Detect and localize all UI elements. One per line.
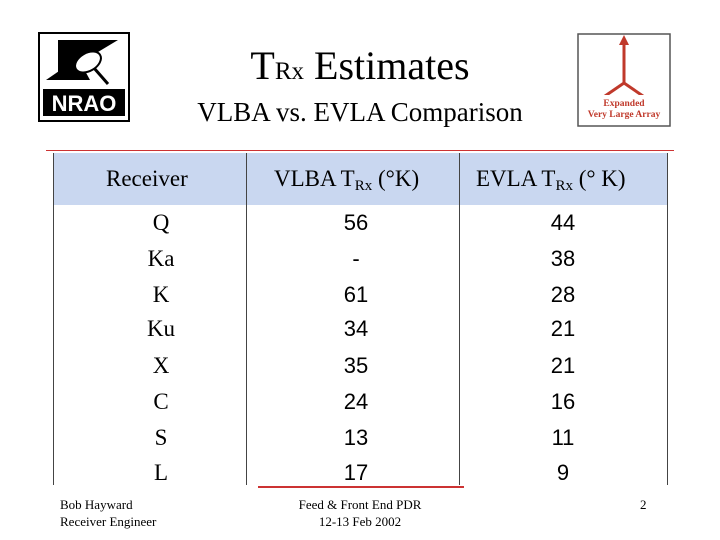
evla-cell: 44 (550, 210, 576, 235)
table-row: Ka - 38 (53, 241, 668, 277)
receiver-cell: X (152, 353, 170, 378)
receiver-cell: Ku (146, 316, 176, 341)
receiver-cell: K (152, 282, 170, 307)
evla-cell: 16 (550, 389, 576, 414)
svg-text:Very Large Array: Very Large Array (588, 110, 661, 120)
page-number: 2 (640, 497, 647, 512)
vlba-cell: 24 (343, 389, 369, 414)
author-role: Receiver Engineer (60, 514, 157, 529)
table-right-border (667, 153, 668, 485)
author-name: Bob Hayward (60, 497, 133, 512)
column-divider (459, 153, 460, 485)
receiver-cell: L (153, 460, 169, 485)
header-vlba: VLBA TRx (°K) (274, 166, 420, 194)
vlba-cell: 61 (343, 282, 369, 307)
receiver-cell: C (153, 389, 169, 414)
header-evla: EVLA TRx (° K) (476, 166, 626, 194)
table-row: C 24 16 (53, 384, 668, 420)
table-row: L 17 9 (53, 455, 668, 491)
event-date: 12-13 Feb 2002 (318, 514, 402, 529)
svg-text:Expanded: Expanded (603, 99, 645, 109)
footer-author: Bob Hayward Receiver Engineer (60, 496, 156, 530)
footer-event: Feed & Front End PDR 12-13 Feb 2002 (260, 496, 460, 530)
evla-cell: 21 (550, 316, 576, 341)
table-row: K 61 28 (53, 277, 668, 313)
nrao-logo: NRAO (38, 32, 130, 122)
table-row: S 13 11 (53, 420, 668, 456)
title-divider (46, 150, 674, 151)
table-left-border (53, 153, 54, 485)
receiver-cell: Q (152, 210, 170, 235)
evla-cell: 11 (551, 425, 575, 450)
header-receiver: Receiver (106, 166, 188, 191)
column-divider (246, 153, 247, 485)
table-header-band (53, 153, 668, 205)
evla-cell: 38 (550, 246, 576, 271)
svg-text:NRAO: NRAO (52, 91, 117, 116)
vlba-cell: - (352, 246, 360, 271)
footer-divider (258, 486, 464, 488)
receiver-cell: S (154, 425, 168, 450)
page-title: TRx Estimates (250, 43, 470, 88)
event-name: Feed & Front End PDR (298, 497, 422, 512)
evla-cell: 21 (550, 353, 576, 378)
vlba-cell: 34 (343, 316, 369, 341)
vlba-cell: 13 (343, 425, 369, 450)
vlba-cell: 56 (343, 210, 369, 235)
table-row: X 35 21 (53, 348, 668, 384)
vlba-cell: 35 (343, 353, 369, 378)
page-subtitle: VLBA vs. EVLA Comparison (197, 97, 523, 127)
evla-logo: Expanded Very Large Array (577, 33, 671, 127)
table-row: Q 56 44 (53, 205, 668, 241)
table-row: Ku 34 21 (53, 311, 668, 347)
receiver-cell: Ka (147, 246, 175, 271)
evla-cell: 28 (550, 282, 576, 307)
vlba-cell: 17 (343, 460, 369, 485)
evla-cell: 9 (556, 460, 570, 485)
